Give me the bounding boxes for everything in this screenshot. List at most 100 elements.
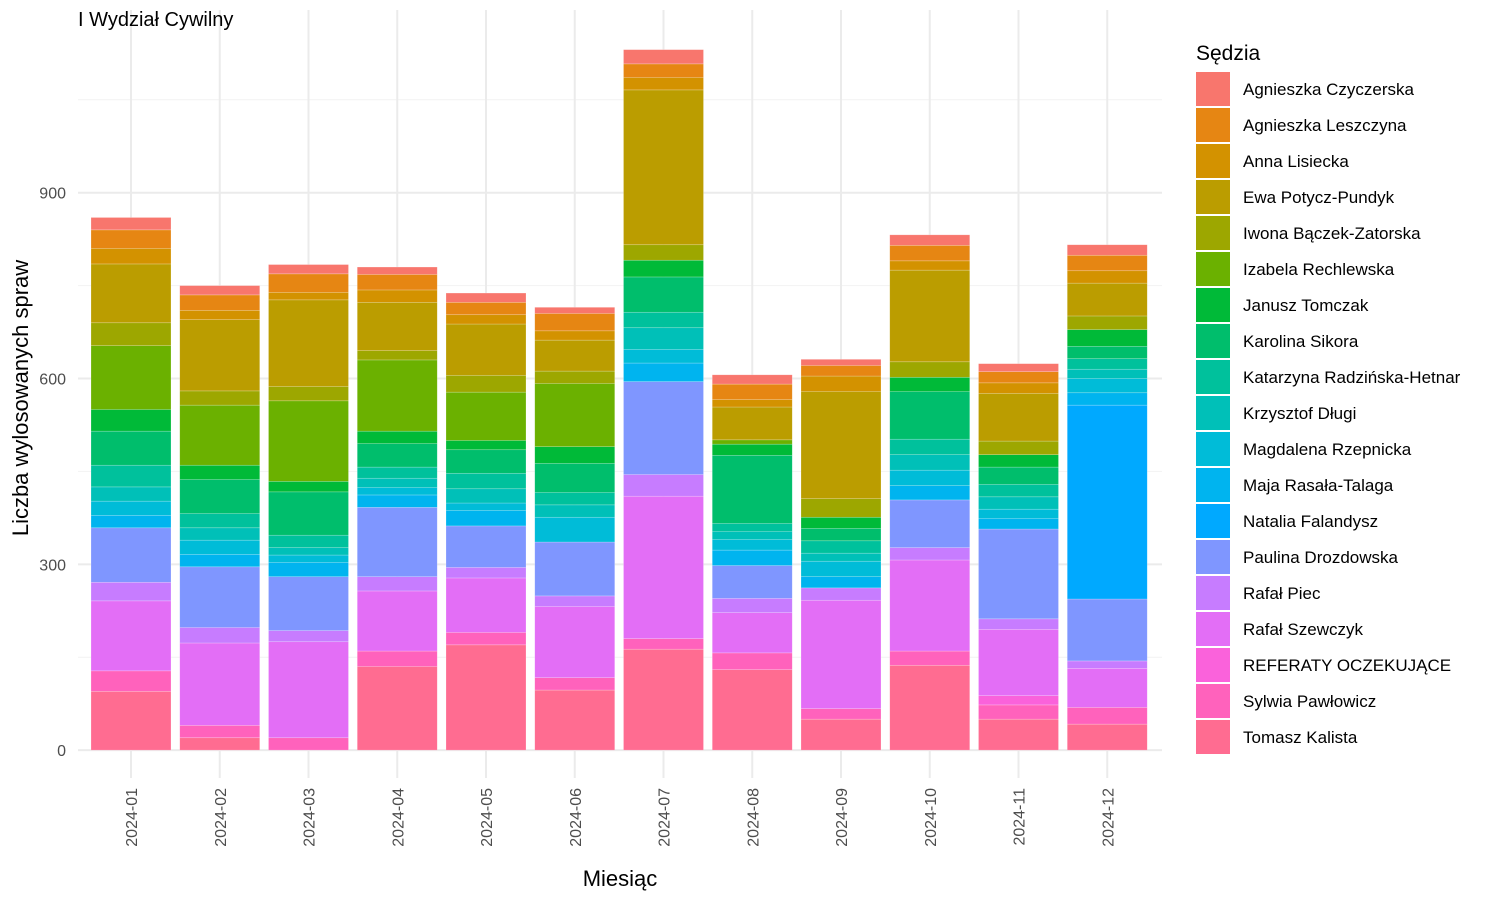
bar-segment xyxy=(268,386,349,402)
bar-segment xyxy=(268,273,349,293)
bar-segment xyxy=(179,404,261,466)
bar-segment xyxy=(978,618,1059,630)
legend-swatch xyxy=(1196,432,1230,466)
legend-swatch xyxy=(1196,684,1230,718)
bar-segment xyxy=(889,650,971,666)
bar-segment xyxy=(268,641,349,739)
bar-segment xyxy=(268,562,349,578)
y-axis-label: Liczba wylosowanych spraw xyxy=(8,260,33,536)
bar-segment xyxy=(711,549,793,566)
bar-segment xyxy=(800,359,882,366)
bar-segment xyxy=(889,269,971,363)
bar-segment xyxy=(978,363,1059,373)
legend-swatch xyxy=(1196,180,1230,214)
bar-segment xyxy=(90,322,172,346)
bar-segment xyxy=(800,552,882,562)
bar-segment xyxy=(445,502,527,511)
bar-segment xyxy=(356,576,438,592)
bar-segment xyxy=(179,310,261,320)
bar-segment xyxy=(268,400,349,482)
legend: Sędzia Agnieszka Czyczerska Agnieszka Les… xyxy=(1196,42,1461,754)
legend-label: Paulina Drozdowska xyxy=(1243,548,1399,567)
legend-swatch xyxy=(1196,72,1230,106)
bar-segment xyxy=(623,327,704,350)
bar-segment xyxy=(889,361,971,378)
legend-label: Iwona Bączek-Zatorska xyxy=(1243,224,1421,243)
legend-swatch xyxy=(1196,648,1230,682)
bar-segment xyxy=(711,652,793,670)
bar-segment xyxy=(356,289,438,303)
bar-segment xyxy=(445,567,527,579)
bar-segment xyxy=(623,349,704,364)
bar-segment xyxy=(445,323,527,376)
bar-segment xyxy=(889,547,971,561)
bar-segment xyxy=(889,469,971,486)
bar-segment xyxy=(978,695,1059,706)
bar-segment xyxy=(1066,282,1148,317)
bar-segment xyxy=(534,339,616,372)
bar-segment xyxy=(445,314,527,325)
bar-segment xyxy=(534,606,616,678)
bar-segment xyxy=(445,510,527,527)
bar-segment xyxy=(534,504,616,518)
legend-swatch xyxy=(1196,468,1230,502)
bar-segment xyxy=(445,644,527,751)
legend-label: Izabela Rechlewska xyxy=(1243,260,1395,279)
bar-segment xyxy=(179,464,261,480)
bar-segment xyxy=(90,670,172,692)
bar-segment xyxy=(534,383,616,447)
legend-label: Tomasz Kalista xyxy=(1243,728,1358,747)
bar-segment xyxy=(90,263,172,324)
y-tick-label: 300 xyxy=(39,557,66,574)
bar-segment xyxy=(445,632,527,646)
x-tick-label: 2024-06 xyxy=(568,788,585,847)
bar-segment xyxy=(1066,358,1148,370)
bar-segment xyxy=(268,534,349,548)
bar-segment xyxy=(356,430,438,444)
bar-segment xyxy=(356,477,438,488)
legend-swatch xyxy=(1196,540,1230,574)
bar-segment xyxy=(623,638,704,650)
bar-segment xyxy=(1066,254,1148,272)
bar-segment xyxy=(534,492,616,506)
legend-label: Rafał Szewczyk xyxy=(1243,620,1363,639)
legend-label: Anna Lisiecka xyxy=(1243,152,1349,171)
bar-segment xyxy=(90,217,172,231)
bar-segment xyxy=(889,234,971,246)
x-tick-label: 2024-03 xyxy=(302,788,319,847)
legend-swatch xyxy=(1196,360,1230,394)
bar-segment xyxy=(90,229,172,249)
legend-label: Ewa Potycz-Pundyk xyxy=(1243,188,1395,207)
bars-layer xyxy=(90,49,1148,751)
bar-segment xyxy=(90,464,172,488)
bar-segment xyxy=(800,576,882,589)
bar-segment xyxy=(623,474,704,497)
x-tick-label: 2024-05 xyxy=(479,788,496,847)
bar-segment xyxy=(800,718,882,751)
bar-segment xyxy=(889,376,971,392)
legend-label: Rafał Piec xyxy=(1243,584,1321,603)
bar-segment xyxy=(623,495,704,639)
bar-segment xyxy=(711,443,793,456)
bar-segment xyxy=(889,454,971,471)
bar-segment xyxy=(978,496,1059,510)
bar-segment xyxy=(1066,378,1148,394)
bar-segment xyxy=(711,383,793,400)
legend-label: Natalia Falandysz xyxy=(1243,512,1378,531)
x-tick-label: 2024-08 xyxy=(745,788,762,847)
bar-segment xyxy=(268,491,349,536)
bar-segment xyxy=(623,259,704,278)
legend-swatch xyxy=(1196,324,1230,358)
bar-segment xyxy=(356,650,438,667)
bar-segment xyxy=(179,513,261,529)
bar-segment xyxy=(179,725,261,739)
bar-segment xyxy=(268,292,349,301)
x-tick-label: 2024-10 xyxy=(923,788,940,847)
bar-segment xyxy=(179,566,261,628)
legend-swatch xyxy=(1196,216,1230,250)
bar-segment xyxy=(711,531,793,540)
bar-segment xyxy=(356,274,438,291)
bar-segment xyxy=(711,439,793,445)
